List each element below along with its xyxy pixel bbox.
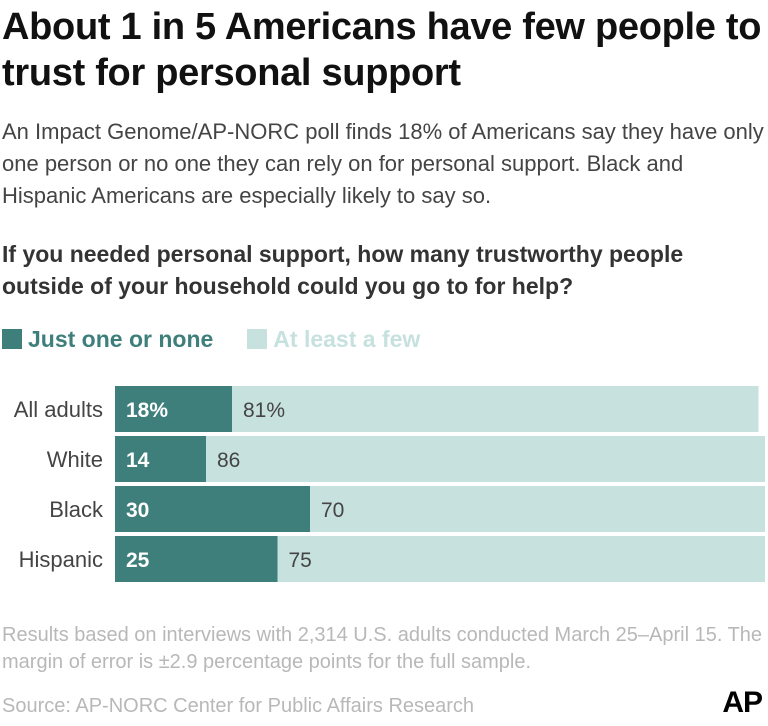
source-line: Source: AP-NORC Center for Public Affair… [2, 695, 475, 717]
data-label-black-series-0: 30 [126, 499, 149, 522]
legend: Just one or none At least a few [2, 324, 454, 354]
data-label-black-series-1: 70 [321, 499, 344, 522]
data-label-hispanic-series-1: 75 [289, 549, 312, 572]
legend-label-just-one-or-none: Just one or none [28, 325, 214, 352]
stacked-bar-chart: All adults 18% 81% White 14 86 Black 30 70 Hispan… [14, 386, 765, 582]
chart-subtitle: An Impact Genome/AP-NORC poll finds 18% … [2, 119, 764, 208]
category-label-white: White [47, 447, 103, 472]
data-label-white-series-0: 14 [126, 449, 150, 472]
legend-swatch-dark [2, 329, 22, 349]
data-label-all-adults-series-1: 81% [243, 399, 285, 422]
data-label-hispanic-series-0: 25 [126, 549, 150, 572]
category-label-hispanic: Hispanic [19, 547, 103, 572]
bar-white-series-0 [115, 436, 206, 482]
bar-black-series-0 [115, 486, 310, 532]
survey-question: If you needed personal support, how many… [2, 241, 684, 299]
legend-item-at-least-a-few: At least a few [247, 326, 420, 353]
bar-black-series-1 [310, 486, 765, 532]
category-label-black: Black [49, 497, 104, 522]
legend-swatch-light [247, 329, 268, 349]
legend-item-just-one-or-none: Just one or none [2, 326, 213, 353]
chart-title: About 1 in 5 Americans have few people t… [2, 6, 762, 94]
category-label-all-adults: All adults [14, 397, 103, 422]
bar-all-adults-series-1 [232, 386, 759, 432]
bar-white-series-1 [206, 436, 765, 482]
footnote: Results based on interviews with 2,314 U… [2, 624, 763, 673]
ap-logo: AP [722, 686, 763, 719]
bar-hispanic-series-1 [277, 536, 765, 582]
data-label-white-series-1: 86 [217, 449, 240, 472]
bar-all-adults-series-0 [115, 386, 232, 432]
data-label-all-adults-series-0: 18% [126, 399, 168, 422]
bar-hispanic-series-0 [115, 536, 278, 582]
legend-label-at-least-a-few: At least a few [273, 325, 421, 352]
